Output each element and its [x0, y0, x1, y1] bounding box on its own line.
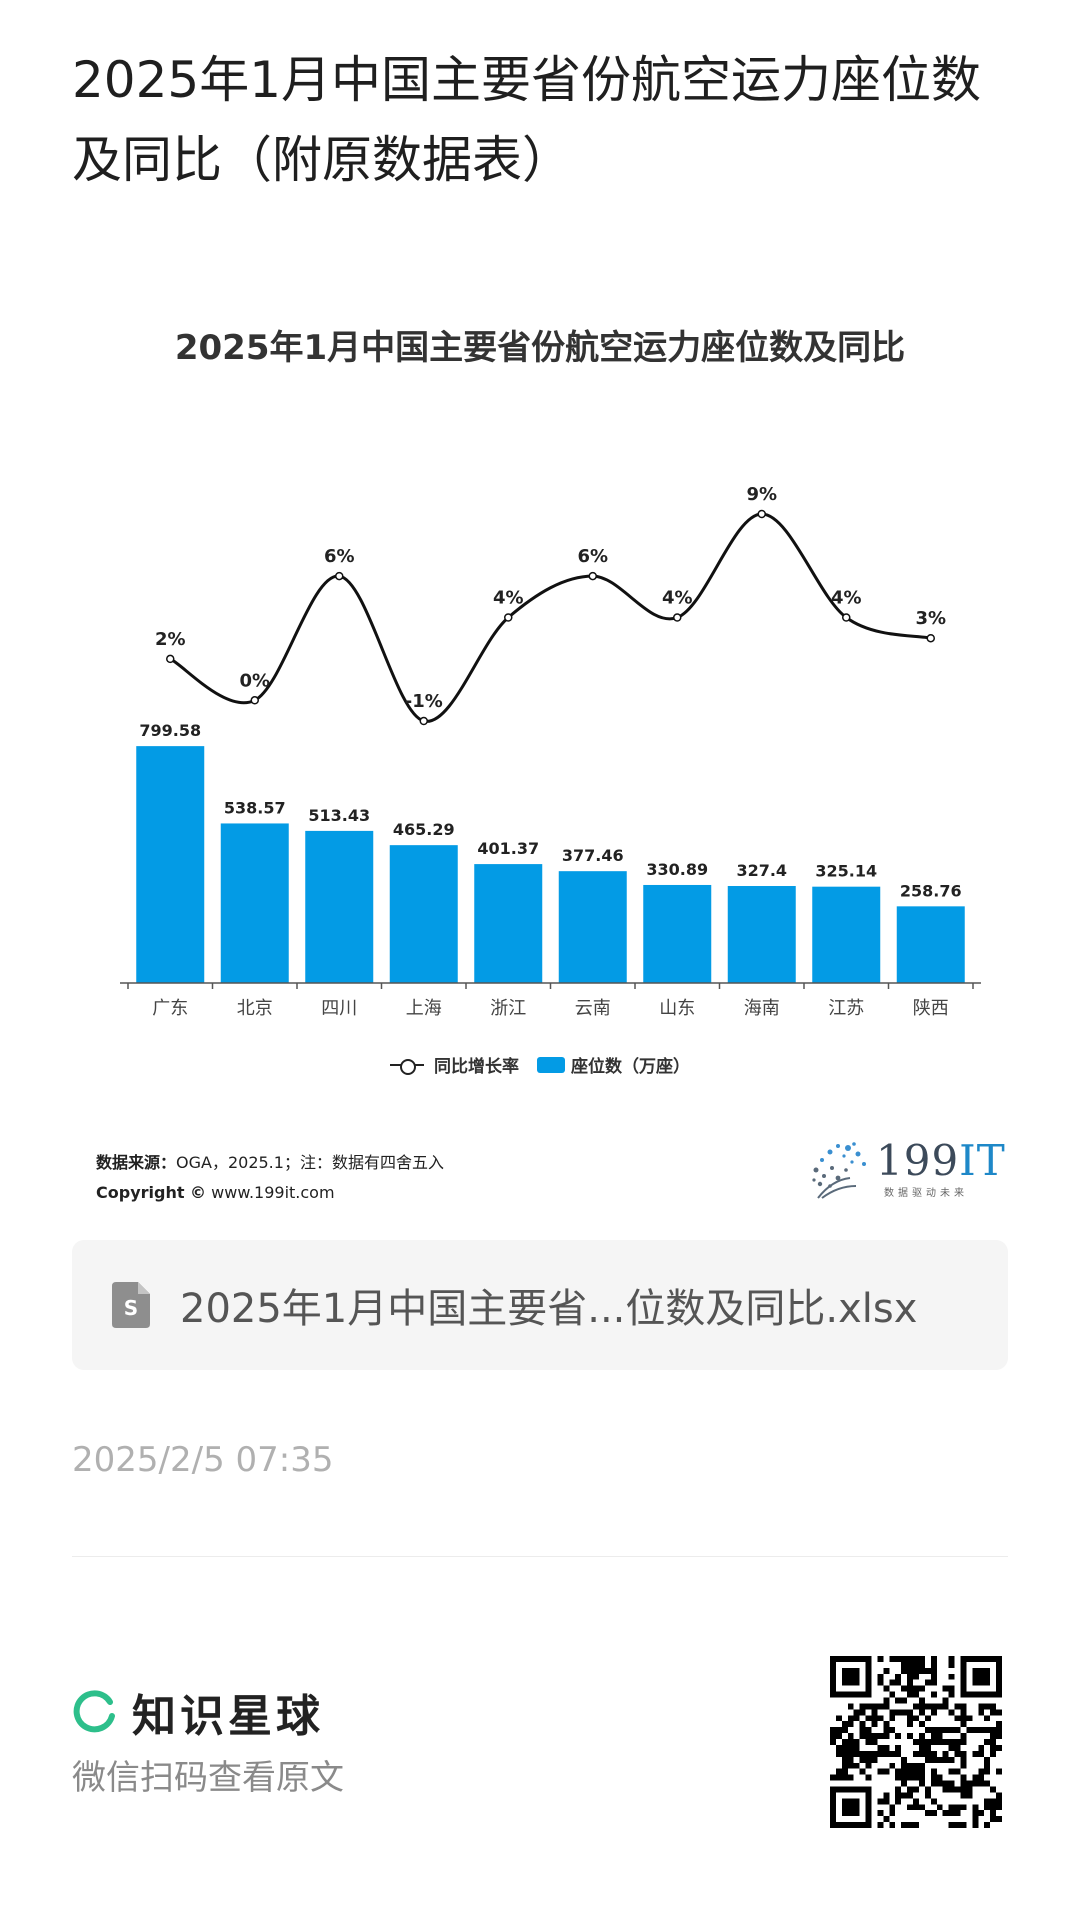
yoy-label: 0% [239, 670, 270, 691]
yoy-label: 6% [324, 546, 355, 567]
chart-source: 数据来源：OGA，2025.1；注：数据有四舍五入 Copyright © ww… [96, 1148, 444, 1208]
yoy-label: 4% [831, 588, 862, 609]
bar-value-label: 538.57 [224, 798, 286, 817]
yoy-line [169, 512, 932, 723]
yoy-label: -1% [405, 691, 443, 712]
combo-chart: 799.58 538.57 513.43 465.29 401.37 377.46 330.… [120, 484, 981, 1019]
logo-199it: 199IT 数据驱动未来 [808, 1136, 1005, 1202]
app-name: 知识星球 [132, 1691, 324, 1742]
bar-7 [727, 886, 796, 983]
spreadsheet-file-icon: S [112, 1282, 150, 1328]
bar-1 [220, 823, 289, 983]
yoy-point [926, 633, 935, 643]
yoy-point [673, 613, 682, 622]
bar-value-label: 401.37 [477, 839, 539, 858]
logo-brand: 199IT [876, 1136, 1006, 1185]
post-title: 2025年1月中国主要省份航空运力座位数及同比（附原数据表） [72, 51, 982, 189]
source-label: 数据来源： [96, 1153, 177, 1172]
bar-9 [896, 906, 965, 983]
bar-8 [812, 886, 881, 983]
bar-value-label: 258.76 [900, 881, 962, 900]
bar-5 [558, 871, 627, 983]
x-tick-label: 广东 [152, 998, 188, 1019]
legend-bar-label: 座位数（万座） [570, 1057, 690, 1077]
yoy-point [757, 509, 766, 519]
post-timestamp: 2025/2/5 07:35 [72, 1440, 334, 1480]
yoy-label: 6% [577, 546, 608, 567]
yoy-label: 3% [915, 608, 946, 629]
file-name: 2025年1月中国主要省...位数及同比.xlsx [180, 1286, 918, 1332]
dandelion-logo-icon [812, 1142, 866, 1199]
bar-6 [643, 884, 712, 983]
yoy-label: 2% [155, 629, 186, 650]
copyright-label: Copyright © [96, 1183, 207, 1202]
yoy-point [842, 613, 851, 622]
x-tick-label: 海南 [744, 998, 780, 1019]
bar-4 [474, 864, 543, 983]
x-tick-label: 北京 [237, 998, 273, 1019]
bar-value-label: 325.14 [815, 862, 877, 881]
zsxq-brand: 知识星球 [72, 1680, 324, 1744]
divider [72, 1556, 1008, 1557]
bar-2 [305, 830, 374, 983]
yoy-label: 4% [493, 588, 524, 609]
x-tick-label: 上海 [406, 998, 442, 1019]
x-tick-label: 陕西 [913, 998, 949, 1019]
line-marker-icon [390, 1057, 425, 1075]
yoy-point [166, 654, 175, 664]
bar-3 [389, 845, 458, 983]
yoy-point [335, 571, 344, 581]
bar-0 [136, 746, 205, 983]
chart-legend: 同比增长率 座位数（万座） [0, 1052, 1080, 1078]
bar-value-label: 327.4 [736, 861, 787, 880]
legend-item-line: 同比增长率 [390, 1052, 519, 1077]
yoy-point [419, 716, 428, 726]
svg-text:S: S [124, 1296, 138, 1320]
x-tick-label: 四川 [321, 998, 357, 1019]
bar-marker-icon [536, 1056, 565, 1073]
yoy-point [588, 571, 597, 581]
source-text: OGA，2025.1；注：数据有四舍五入 [176, 1153, 444, 1172]
yoy-label: 9% [746, 484, 777, 505]
x-tick-label: 云南 [575, 998, 611, 1019]
qr-code-icon[interactable] [830, 1656, 1002, 1828]
zsxq-logo-icon [73, 1690, 115, 1733]
yoy-label: 4% [662, 588, 693, 609]
scan-tip: 微信扫码查看原文 [72, 1758, 344, 1798]
logo-tagline: 数据驱动未来 [884, 1188, 968, 1199]
yoy-point [250, 696, 259, 705]
bar-value-label: 377.46 [562, 846, 624, 865]
legend-item-bar: 座位数（万座） [536, 1052, 690, 1077]
bar-value-label: 513.43 [308, 806, 370, 825]
legend-line-label: 同比增长率 [434, 1057, 520, 1077]
chart-title: 2025年1月中国主要省份航空运力座位数及同比 [174, 328, 906, 368]
bar-value-label: 799.58 [139, 721, 201, 740]
bar-value-label: 465.29 [393, 820, 455, 839]
x-tick-label: 山东 [659, 998, 695, 1019]
yoy-point [504, 613, 513, 622]
bar-value-label: 330.89 [646, 860, 708, 879]
x-tick-label: 浙江 [490, 998, 526, 1019]
file-attachment[interactable]: S 2025年1月中国主要省...位数及同比.xlsx [72, 1240, 1008, 1370]
source-site: www.199it.com [211, 1183, 335, 1202]
x-tick-label: 江苏 [828, 998, 864, 1019]
